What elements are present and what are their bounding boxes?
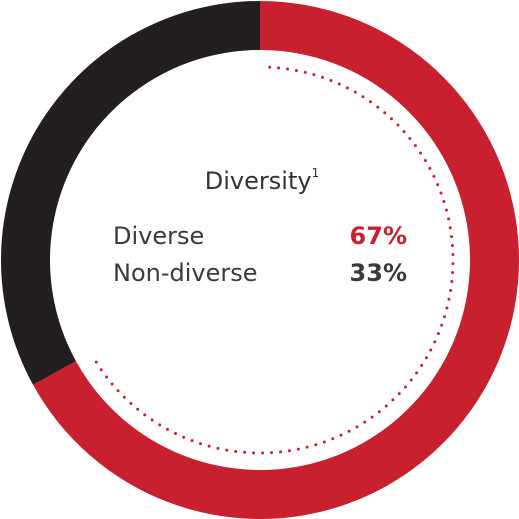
value-label: 67% bbox=[350, 222, 407, 250]
legend-label: Non-diverse bbox=[113, 259, 258, 287]
chart-title: Diversity1 bbox=[205, 166, 319, 196]
title-note: 1 bbox=[312, 166, 320, 180]
dotted-arc bbox=[94, 65, 455, 455]
donut-segment bbox=[1, 1, 261, 385]
title-text: Diversity bbox=[205, 167, 312, 195]
legend-label: Diverse bbox=[113, 222, 204, 250]
value-label: 33% bbox=[350, 259, 407, 287]
